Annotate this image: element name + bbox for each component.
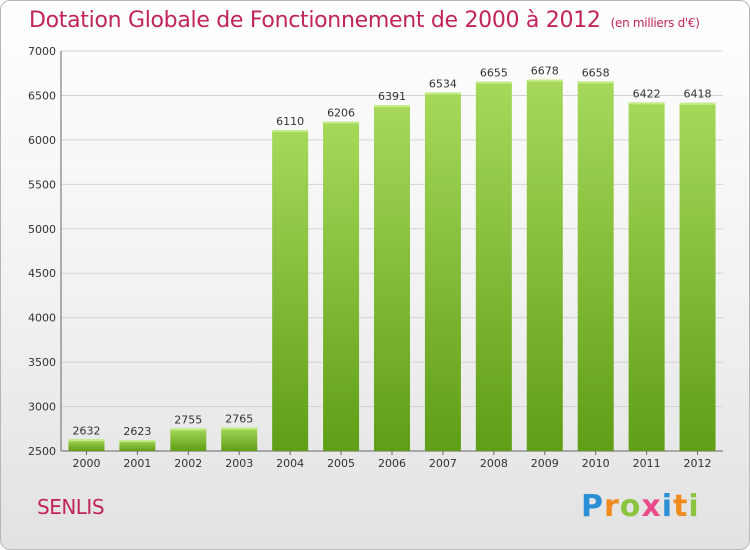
data-label: 6110 <box>276 115 304 128</box>
bar-highlight <box>323 121 360 124</box>
logo-letter: t <box>673 489 689 524</box>
y-tick-label: 4000 <box>28 312 56 325</box>
bar <box>526 79 563 451</box>
x-tick-label: 2003 <box>225 457 253 470</box>
x-tick-label: 2002 <box>174 457 202 470</box>
data-label: 6655 <box>480 67 508 80</box>
proxiti-logo: Proxiti <box>581 489 700 524</box>
data-label: 6391 <box>378 90 406 103</box>
y-tick-label: 7000 <box>28 45 56 58</box>
y-tick-label: 2500 <box>28 445 56 458</box>
y-tick-label: 3500 <box>28 356 56 369</box>
bar <box>577 81 614 452</box>
bar-highlight <box>679 102 716 105</box>
y-tick-label: 3000 <box>28 401 56 414</box>
axes: 2500 3000 3500 4000 4500 5000 5500 6000 6500 7000… <box>28 45 723 470</box>
logo-letter: i <box>688 489 700 524</box>
logo-letter: P <box>581 489 604 524</box>
bar-highlight <box>526 79 563 82</box>
x-tick-label: 2007 <box>429 457 457 470</box>
data-label: 2765 <box>225 412 253 425</box>
data-label: 2755 <box>174 413 202 426</box>
chart-title-text: Dotation Globale de Fonctionnement de 20… <box>29 8 601 33</box>
x-tick-label: 2000 <box>72 457 100 470</box>
bar-highlight <box>628 102 665 105</box>
bar-highlight <box>68 439 105 442</box>
bar <box>679 102 716 451</box>
data-labels: 2632 2623 2755 2765 6110 6206 6391 6534 6655 6678… <box>72 65 711 438</box>
x-tick-label: 2005 <box>327 457 355 470</box>
data-label: 2623 <box>123 425 151 438</box>
x-tick-label: 2006 <box>378 457 406 470</box>
y-tick-label: 4500 <box>28 267 56 280</box>
bar <box>221 427 258 451</box>
bar-highlight <box>424 92 461 95</box>
data-label: 6658 <box>582 66 610 79</box>
chart-title: Dotation Globale de Fonctionnement de 20… <box>29 8 700 33</box>
y-tick-label: 5000 <box>28 223 56 236</box>
bar-highlight <box>170 428 207 431</box>
y-tick-label: 5500 <box>28 178 56 191</box>
bar <box>323 121 360 452</box>
bar <box>628 102 665 451</box>
data-label: 6678 <box>531 65 559 78</box>
bar-highlight <box>272 130 309 133</box>
bar-highlight <box>475 81 512 84</box>
bar <box>170 428 207 451</box>
bar-highlight <box>221 427 258 430</box>
bar <box>475 81 512 452</box>
x-tick-label: 2010 <box>582 457 610 470</box>
bar <box>119 440 156 451</box>
y-tick-label: 6000 <box>28 134 56 147</box>
bar-highlight <box>577 81 614 84</box>
data-label: 6206 <box>327 107 355 120</box>
x-tick-label: 2004 <box>276 457 304 470</box>
data-label: 6534 <box>429 77 457 90</box>
logo-letter: i <box>661 489 674 524</box>
commune-name: SENLIS <box>37 495 105 519</box>
data-label: 6422 <box>633 87 661 100</box>
x-tick-label: 2009 <box>531 457 559 470</box>
x-tick-label: 2001 <box>123 457 151 470</box>
bar <box>424 92 461 451</box>
x-tick-label: 2008 <box>480 457 508 470</box>
y-tick-label: 6500 <box>28 89 56 102</box>
data-label: 2632 <box>72 424 100 437</box>
data-label: 6418 <box>684 88 712 101</box>
bar <box>68 439 105 451</box>
x-tick-label: 2011 <box>633 457 661 470</box>
logo-letter: x <box>641 489 662 524</box>
bars <box>68 79 716 452</box>
bar <box>272 130 309 451</box>
logo-letter: o <box>619 489 642 524</box>
bar <box>374 105 410 451</box>
chart-subtitle: (en milliers d'€) <box>610 16 700 30</box>
bar-highlight <box>374 105 410 108</box>
bar-highlight <box>119 440 156 443</box>
x-tick-label: 2012 <box>684 457 712 470</box>
logo-letter: r <box>604 489 620 524</box>
